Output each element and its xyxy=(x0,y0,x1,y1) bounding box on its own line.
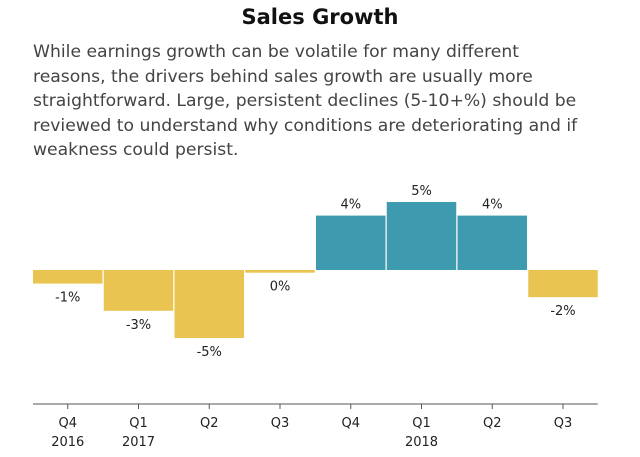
data-label: 0% xyxy=(270,280,291,295)
description-line: reasons, the drivers behind sales growth… xyxy=(33,66,533,87)
x-year-label: 2017 xyxy=(122,435,155,450)
x-year-label: 2018 xyxy=(405,435,438,450)
x-year-label: 2016 xyxy=(51,435,84,450)
description-line: reviewed to understand why conditions ar… xyxy=(33,115,578,136)
x-tick-label: Q4 xyxy=(58,416,77,431)
bar xyxy=(457,215,527,270)
bar xyxy=(174,270,244,338)
chart-title: Sales Growth xyxy=(241,5,399,29)
bar xyxy=(316,215,386,270)
data-label: -1% xyxy=(55,291,80,306)
data-label: 4% xyxy=(482,198,503,213)
data-label: 5% xyxy=(411,184,432,199)
bar xyxy=(386,202,457,270)
x-tick-label: Q3 xyxy=(554,416,573,431)
x-tick-label: Q3 xyxy=(271,416,290,431)
x-tick-label: Q2 xyxy=(200,416,219,431)
data-label: 4% xyxy=(340,198,361,213)
description-line: straightforward. Large, persistent decli… xyxy=(33,91,577,111)
bar xyxy=(245,270,315,273)
x-tick-label: Q4 xyxy=(341,416,360,431)
data-label: -2% xyxy=(550,304,575,319)
bar xyxy=(33,270,103,284)
bar xyxy=(103,270,174,311)
bar xyxy=(528,270,598,298)
description-line: weakness could persist. xyxy=(33,140,239,160)
x-tick-label: Q1 xyxy=(129,416,148,431)
x-tick-label: Q2 xyxy=(483,416,502,431)
data-label: -5% xyxy=(197,345,222,360)
chart-description: While earnings growth can be volatile fo… xyxy=(33,40,623,163)
x-tick-label: Q1 xyxy=(412,416,431,431)
description-line: While earnings growth can be volatile fo… xyxy=(33,42,520,62)
data-label: -3% xyxy=(126,318,151,333)
